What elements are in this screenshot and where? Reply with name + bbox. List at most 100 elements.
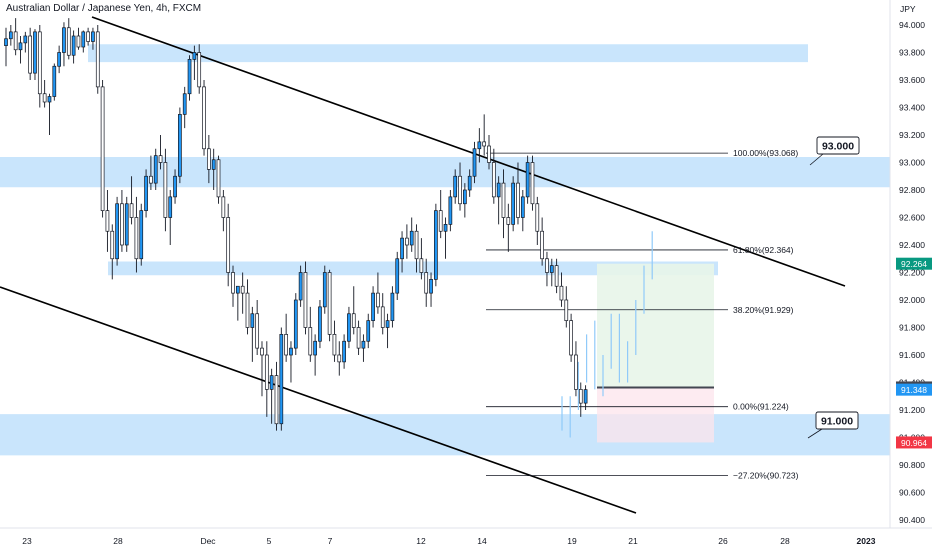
candle: [13, 31, 18, 51]
candle: [434, 210, 438, 280]
candle: [516, 182, 520, 218]
candle: [221, 196, 226, 218]
price-tick-label: 90.400: [899, 515, 925, 525]
candle: [327, 272, 332, 335]
candle: [216, 159, 221, 198]
candle: [245, 292, 250, 328]
candle: [8, 31, 13, 40]
price-tick-label: 90.800: [899, 460, 925, 470]
price-label-target-bg: [896, 257, 932, 270]
candle: [250, 313, 255, 328]
price-tick-label: 90.600: [899, 488, 925, 498]
candle: [467, 175, 472, 191]
candle: [144, 175, 148, 211]
callout-93000-box: [816, 136, 860, 155]
candle: [158, 155, 163, 163]
candle: [192, 52, 197, 60]
candle: [168, 196, 173, 218]
fib-level-label: −27.20%(90.723): [733, 471, 799, 481]
price-tick-label: 91.600: [899, 350, 925, 360]
candle: [463, 189, 467, 205]
candle: [28, 35, 32, 74]
candle: [356, 327, 361, 349]
fibonacci-layer: 100.00%(93.068) 61.80%(92.364) 38.20%(91.9…: [486, 148, 799, 481]
candle: [501, 182, 506, 218]
candle: [477, 141, 482, 150]
candle: [554, 265, 559, 287]
candle: [284, 334, 288, 356]
candle: [52, 65, 57, 97]
price-label-last-bg: [896, 383, 932, 396]
time-axis[interactable]: 23 28 Dec 5 7 12 14 19 21 26 28 2023: [0, 527, 932, 550]
candle: [458, 175, 462, 205]
candle: [429, 279, 433, 294]
candle: [86, 31, 90, 42]
candle: [520, 196, 525, 218]
candle: [342, 340, 346, 363]
zone-93.0: [0, 157, 890, 188]
candle: [525, 162, 530, 198]
callout-91000-pointer: [807, 428, 823, 439]
candle: [438, 210, 443, 232]
price-tick-label: 92.800: [899, 185, 925, 195]
candle: [269, 375, 274, 390]
price-axis[interactable]: JPY 94.000 93.800 93.600 93.400 93.200 93.000 9…: [889, 0, 932, 550]
price-tick-label: 93.000: [899, 158, 925, 168]
candle: [129, 203, 134, 218]
candle: [71, 35, 76, 56]
candle: [487, 145, 491, 163]
candle: [91, 31, 95, 42]
candle: [120, 203, 124, 246]
candle: [57, 52, 61, 67]
candle: [574, 354, 578, 390]
fib-level-label: 0.00%(91.224): [733, 402, 789, 412]
candle: [298, 272, 303, 301]
fib-level-label: 100.00%(93.068): [733, 148, 798, 158]
candle: [535, 203, 540, 232]
callout-91000: 91.000: [821, 416, 853, 428]
candle: [530, 162, 535, 205]
candle: [400, 237, 404, 260]
callout-93000-pointer: [809, 153, 824, 166]
candle: [361, 340, 366, 349]
candle: [134, 217, 139, 260]
candle: [351, 313, 356, 328]
candle: [414, 230, 419, 260]
price-label-stop-bg: [896, 436, 932, 449]
candle: [472, 148, 477, 177]
candle: [318, 306, 322, 342]
lower-trendline: [0, 286, 637, 514]
time-tick-label: 21: [628, 536, 638, 546]
candle: [385, 320, 390, 328]
callout-93000: 93.000: [822, 141, 854, 153]
time-tick-label: 19: [567, 536, 577, 546]
candle: [173, 175, 177, 198]
candle: [376, 292, 380, 308]
candle: [115, 203, 119, 260]
callouts-layer: 93.000 91.000: [807, 136, 860, 439]
candle: [23, 35, 28, 44]
candle: [289, 347, 293, 356]
candle: [380, 306, 385, 328]
price-tick-label: 92.400: [899, 240, 925, 250]
candle: [482, 141, 487, 147]
fib-level-label: 38.20%(91.929): [733, 305, 794, 315]
candle: [163, 162, 168, 218]
candle: [226, 217, 231, 273]
candle: [274, 375, 279, 425]
candle: [202, 86, 206, 150]
price-label-target: 92.264: [901, 259, 927, 269]
candle: [81, 31, 86, 48]
candle: [496, 182, 501, 198]
projection-layer: [561, 231, 653, 438]
candle: [110, 230, 115, 260]
price-tick-label: 91.200: [899, 405, 925, 415]
take-profit-zone: [597, 263, 714, 388]
candle: [371, 292, 375, 321]
candle: [62, 27, 66, 53]
candle: [139, 210, 144, 260]
time-axis-bg: [0, 528, 932, 550]
candle: [491, 162, 496, 198]
